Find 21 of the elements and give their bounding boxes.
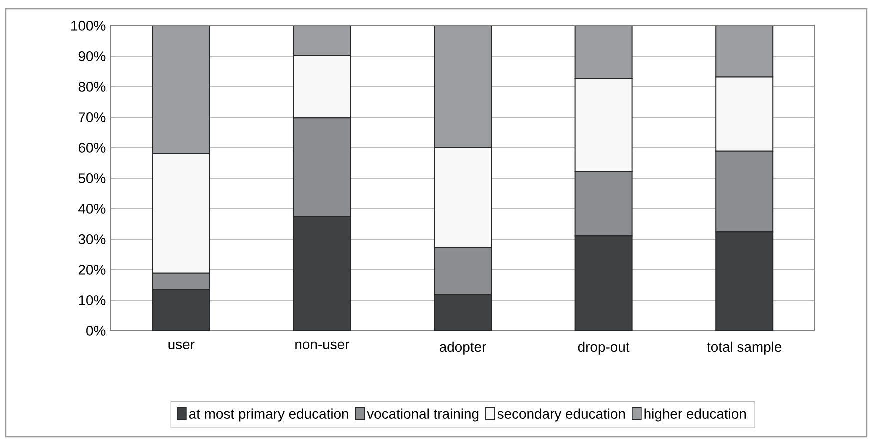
bar <box>293 26 352 56</box>
y-tick-label: 30% <box>78 234 106 244</box>
y-tick-label: 50% <box>78 174 106 184</box>
y-tick-label: 100% <box>72 21 106 31</box>
y-tick-label: 60% <box>78 143 106 153</box>
x-tick-label: drop-out <box>578 342 630 355</box>
x-tick-label: adopter <box>440 342 486 355</box>
x-tick-label: total sample <box>707 342 782 355</box>
y-tick-label: 10% <box>79 296 106 306</box>
y-tick-label: 90% <box>78 52 106 62</box>
y-tick-label: 0% <box>86 326 106 336</box>
y-tick-label: 40% <box>78 204 106 214</box>
x-tick-label: user <box>168 342 195 350</box>
legend-label: higher education <box>644 408 746 422</box>
legend-label: at most primary education <box>189 408 348 422</box>
y-tick-label: 70% <box>78 112 106 122</box>
y-tick-label: 80% <box>78 82 106 92</box>
legend-label: vocational training <box>367 408 479 422</box>
x-tick-label: non-user <box>296 342 350 350</box>
legend-label: secondary education <box>498 408 626 422</box>
y-tick-label: 20% <box>78 265 106 275</box>
